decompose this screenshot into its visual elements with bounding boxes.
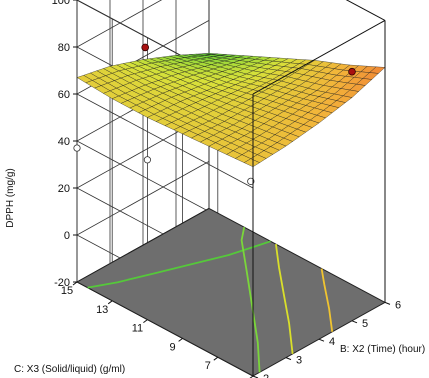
x-tick-mark bbox=[318, 338, 325, 342]
design-point-above bbox=[141, 43, 150, 52]
z-tick-label: 80 bbox=[58, 42, 70, 54]
x-tick-mark bbox=[285, 357, 292, 361]
x-tick-label: 4 bbox=[329, 336, 335, 348]
axes-frame bbox=[252, 0, 386, 376]
design-point-below bbox=[73, 144, 81, 152]
contour-line bbox=[87, 240, 271, 289]
y-axis-ticks: 579111315 bbox=[61, 281, 254, 378]
frame-edge bbox=[345, 0, 386, 21]
frame-edge bbox=[252, 19, 386, 95]
z-tick-label: 0 bbox=[64, 230, 70, 242]
z-axis-label: DPPH (mg/g) bbox=[5, 168, 16, 227]
design-points-above bbox=[141, 43, 356, 76]
y-tick-label: 7 bbox=[205, 360, 211, 372]
y-tick-label: 9 bbox=[170, 341, 176, 353]
design-point-above bbox=[348, 67, 356, 76]
y-tick-mark bbox=[143, 319, 148, 324]
x-tick-label: 2 bbox=[263, 373, 269, 378]
y-tick-mark bbox=[213, 356, 219, 361]
z-tick-label: 100 bbox=[52, 0, 70, 7]
x-tick-label: 6 bbox=[395, 299, 401, 311]
z-tick-label: -20 bbox=[54, 277, 70, 289]
x-tick-mark bbox=[384, 301, 391, 305]
surface-cell bbox=[243, 158, 260, 167]
x-tick-label: 3 bbox=[296, 355, 302, 367]
y-tick-label: 15 bbox=[61, 285, 73, 297]
design-point-below bbox=[143, 156, 151, 164]
design-points-below bbox=[73, 144, 255, 185]
x-tick-label: 5 bbox=[362, 318, 368, 330]
y-axis-label: C: X3 (Solid/liquid) (g/ml) bbox=[14, 364, 125, 375]
y-tick-label: 11 bbox=[132, 323, 143, 335]
contour-line bbox=[240, 227, 261, 373]
floor-plane bbox=[75, 207, 387, 377]
z-axis-ticks: -20 0 20 40 60 80 100 bbox=[52, 0, 77, 289]
x-tick-mark bbox=[351, 320, 358, 324]
contour-line bbox=[320, 268, 334, 332]
y-tick-mark bbox=[178, 337, 183, 342]
design-point-below bbox=[247, 177, 255, 185]
z-tick-label: 60 bbox=[58, 89, 70, 101]
floor-contour-plane bbox=[75, 207, 387, 377]
z-tick-label: 40 bbox=[58, 136, 70, 148]
y-tick-label: 13 bbox=[96, 304, 108, 316]
x-axis-label: B: X2 (Time) (hour) bbox=[340, 344, 425, 355]
x-axis-ticks: 2 3 4 5 6 bbox=[252, 299, 401, 378]
y-tick-mark bbox=[72, 281, 78, 286]
response-surface bbox=[76, 53, 386, 167]
z-tick-label: 20 bbox=[58, 183, 70, 195]
contour-line bbox=[275, 243, 294, 355]
y-tick-mark bbox=[107, 300, 113, 305]
